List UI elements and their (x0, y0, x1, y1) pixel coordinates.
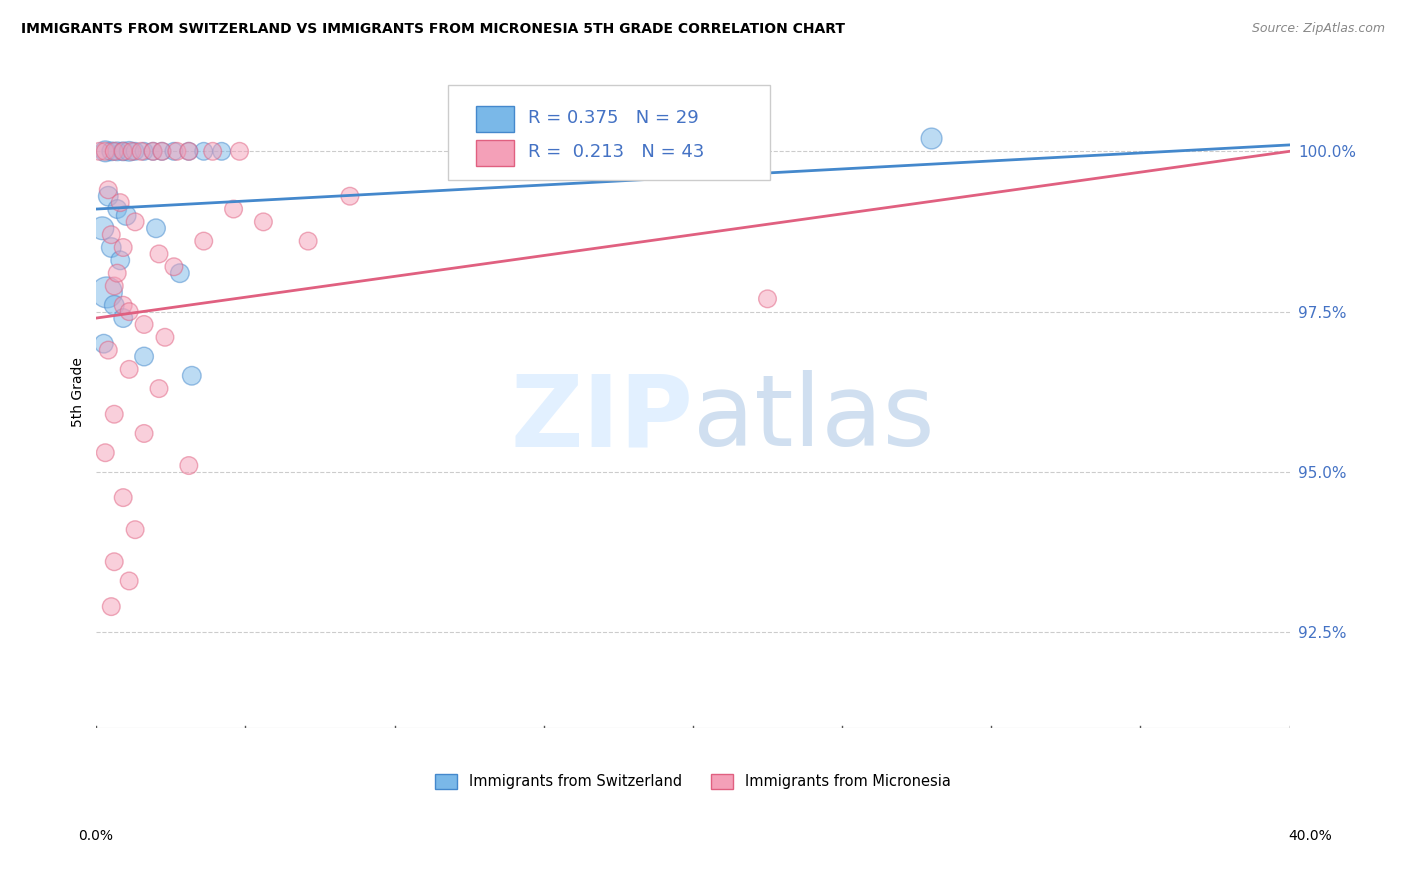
Point (118, 145, 141, 159)
Text: R = 0.375   N = 29: R = 0.375 N = 29 (529, 110, 699, 128)
Point (150, 145, 173, 159)
Point (153, 330, 176, 344)
Point (297, 234, 319, 248)
Text: R =  0.213   N = 43: R = 0.213 N = 43 (529, 143, 704, 161)
Point (142, 145, 165, 159)
Point (105, 202, 128, 216)
Point (118, 362, 141, 376)
Point (96, 285, 118, 300)
Text: Source: ZipAtlas.com: Source: ZipAtlas.com (1251, 22, 1385, 36)
Point (94, 145, 117, 159)
Point (112, 311, 135, 326)
Point (533, 145, 555, 159)
Text: ZIP: ZIP (510, 370, 693, 467)
Point (103, 298, 125, 312)
Point (129, 145, 152, 159)
Point (252, 215, 274, 229)
Point (118, 304, 141, 318)
Point (94, 145, 117, 159)
Y-axis label: 5th Grade: 5th Grade (72, 357, 86, 426)
Point (103, 145, 125, 159)
Point (222, 202, 245, 216)
Point (112, 491, 135, 505)
Point (177, 458, 200, 473)
Text: 40.0%: 40.0% (1288, 830, 1333, 843)
Point (100, 145, 122, 159)
Text: 0.0%: 0.0% (79, 830, 112, 843)
Point (89, 145, 111, 159)
Point (339, 189, 361, 203)
Point (112, 298, 135, 312)
Point (124, 145, 146, 159)
Legend: Immigrants from Switzerland, Immigrants from Micronesia: Immigrants from Switzerland, Immigrants … (429, 768, 956, 796)
FancyBboxPatch shape (475, 140, 515, 166)
Point (115, 209, 138, 223)
Point (142, 145, 165, 159)
Point (132, 318, 155, 332)
Point (148, 382, 170, 396)
Point (124, 523, 146, 537)
Point (193, 145, 215, 159)
Point (124, 215, 146, 229)
Point (112, 240, 135, 254)
Point (97, 183, 120, 197)
Point (148, 247, 170, 261)
Point (112, 145, 135, 159)
Point (163, 260, 186, 274)
Point (166, 145, 188, 159)
Text: IMMIGRANTS FROM SWITZERLAND VS IMMIGRANTS FROM MICRONESIA 5TH GRADE CORRELATION : IMMIGRANTS FROM SWITZERLAND VS IMMIGRANT… (21, 22, 845, 37)
Point (121, 145, 143, 159)
Point (97, 189, 120, 203)
Point (110, 195, 132, 210)
Point (132, 426, 155, 441)
Point (201, 145, 224, 159)
Point (756, 292, 779, 306)
Point (163, 145, 186, 159)
FancyBboxPatch shape (449, 86, 770, 179)
Point (103, 555, 125, 569)
Point (211, 145, 233, 159)
Point (118, 574, 141, 588)
Text: atlas: atlas (693, 370, 935, 467)
Point (180, 368, 202, 383)
Point (105, 145, 128, 159)
Point (100, 227, 122, 242)
Point (177, 145, 200, 159)
Point (100, 240, 122, 254)
Point (145, 221, 167, 235)
Point (150, 145, 173, 159)
Point (228, 145, 250, 159)
Point (97, 343, 120, 358)
Point (100, 599, 122, 614)
Point (112, 145, 135, 159)
Point (169, 266, 191, 280)
Point (132, 350, 155, 364)
Point (193, 234, 215, 248)
Point (177, 145, 200, 159)
FancyBboxPatch shape (475, 106, 515, 132)
Point (103, 279, 125, 293)
Point (132, 145, 155, 159)
Point (110, 253, 132, 268)
Point (94, 446, 117, 460)
Point (921, 131, 943, 145)
Point (91, 221, 114, 235)
Point (103, 407, 125, 421)
Point (105, 266, 128, 280)
Point (93, 336, 115, 351)
